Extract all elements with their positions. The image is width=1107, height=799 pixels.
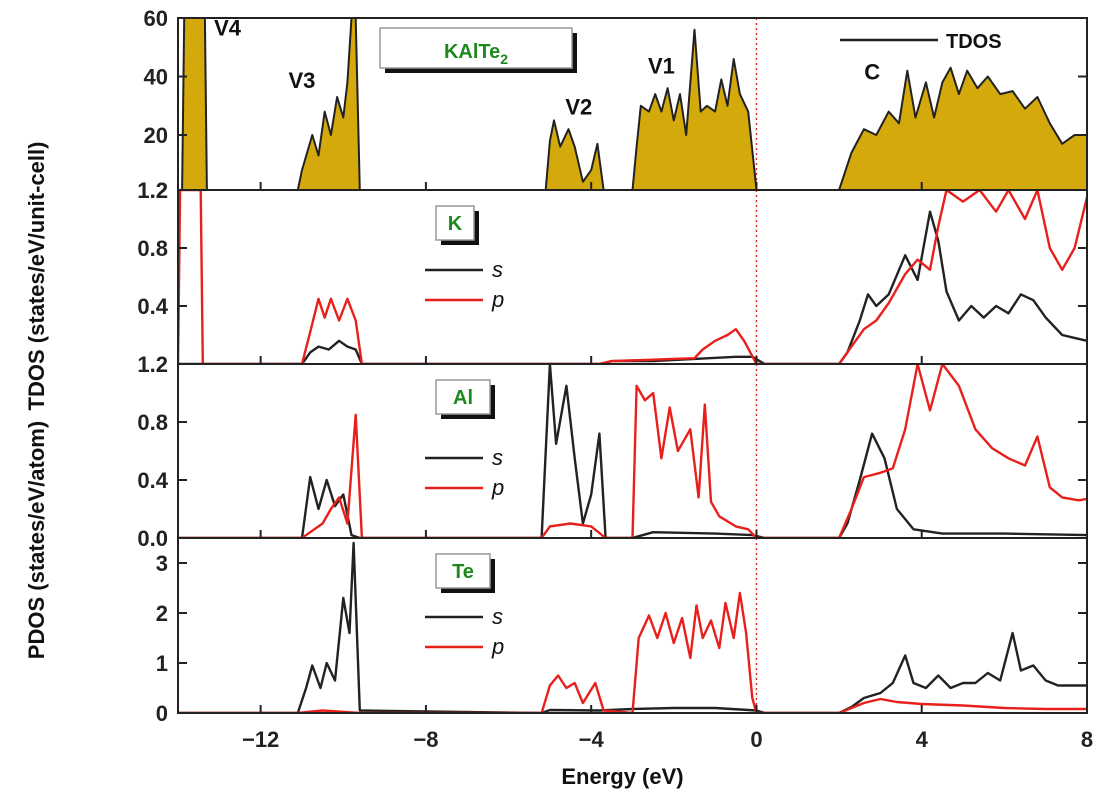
series-Al-s-line xyxy=(178,364,1087,538)
y-axis-title-pdos: PDOS (states/eV/atom) xyxy=(24,421,49,659)
panel-frame-K xyxy=(177,189,1088,365)
plot-area-K xyxy=(178,190,1087,364)
y-tick-label: 1 xyxy=(156,651,168,676)
legend-label-tdos: TDOS xyxy=(946,31,1002,53)
panel-label-box xyxy=(435,205,475,241)
y-tick-label: 3 xyxy=(156,551,168,576)
panel-label-box xyxy=(435,379,491,415)
peak-label-v2: V2 xyxy=(565,95,592,120)
series-K-s-line xyxy=(178,210,1087,364)
y-tick-label: 1.2 xyxy=(137,352,168,377)
legend-label-p: p xyxy=(491,634,504,659)
y-tick-label: 0.8 xyxy=(137,236,168,261)
y-tick-label: 0.8 xyxy=(137,410,168,435)
series-Te-p-line xyxy=(178,591,1087,713)
panel-label-tdos: KAlTe2 xyxy=(444,41,508,67)
legend-label-s: s xyxy=(492,257,503,282)
y-tick-label: 60 xyxy=(144,6,168,31)
panel-label-box xyxy=(435,553,491,589)
series-Te-s-line xyxy=(178,541,1087,713)
y-tick-label: 0 xyxy=(156,701,168,726)
plot-area-Al xyxy=(178,364,1087,538)
series-K-p-line xyxy=(178,190,1087,364)
peak-label-c: C xyxy=(864,59,880,84)
peak-label-v1: V1 xyxy=(648,54,675,79)
y-tick-label: 1.2 xyxy=(137,178,168,203)
panel-label-Al: Al xyxy=(453,387,473,409)
y-tick-label: 40 xyxy=(144,65,168,90)
peak-label-v4: V4 xyxy=(214,16,242,41)
legend-label-s: s xyxy=(492,604,503,629)
series-tdos-tdos-area xyxy=(181,18,1087,190)
x-tick-label: −12 xyxy=(242,727,279,752)
y-tick-label: 0.0 xyxy=(137,526,168,551)
x-tick-label: −4 xyxy=(579,727,605,752)
y-axis-title-tdos: TDOS (states/eV/unit-cell) xyxy=(24,142,49,411)
panel-label-K: K xyxy=(448,213,463,235)
legend-label-s: s xyxy=(492,445,503,470)
panel-Al: 0.0 0.4 0.8 1.2 Al sp xyxy=(137,352,1088,551)
panel-label-box xyxy=(379,27,573,69)
y-tick-label: 20 xyxy=(144,123,168,148)
series-Al-p-line xyxy=(178,364,1087,538)
plot-area-tdos xyxy=(181,18,1087,190)
x-tick-label: 0 xyxy=(750,727,762,752)
y-tick-label: 0.4 xyxy=(137,468,168,493)
y-tick-label: 2 xyxy=(156,601,168,626)
panel-label-subscript: 2 xyxy=(500,51,508,67)
panel-tdos: 1.2 20 40 60 KAlTe2 TDOS V4 V3 V2 V1 C xyxy=(137,6,1088,203)
peak-label-v3: V3 xyxy=(288,68,315,93)
y-tick-label: 1.2 xyxy=(137,178,168,203)
plot-area-Te xyxy=(178,538,1087,713)
panel-frame-Te xyxy=(177,537,1088,714)
x-axis-title: Energy (eV) xyxy=(561,764,683,789)
x-tick-label: 8 xyxy=(1081,727,1093,752)
legend-label-p: p xyxy=(491,475,504,500)
panel-K: 0.4 0.8 1.2 Ksp xyxy=(137,178,1088,365)
y-tick-label: 0.4 xyxy=(137,294,168,319)
panel-label-Te: Te xyxy=(452,561,474,583)
legend-label-p: p xyxy=(491,287,504,312)
x-tick-label: −8 xyxy=(413,727,438,752)
x-tick-label: 4 xyxy=(916,727,929,752)
